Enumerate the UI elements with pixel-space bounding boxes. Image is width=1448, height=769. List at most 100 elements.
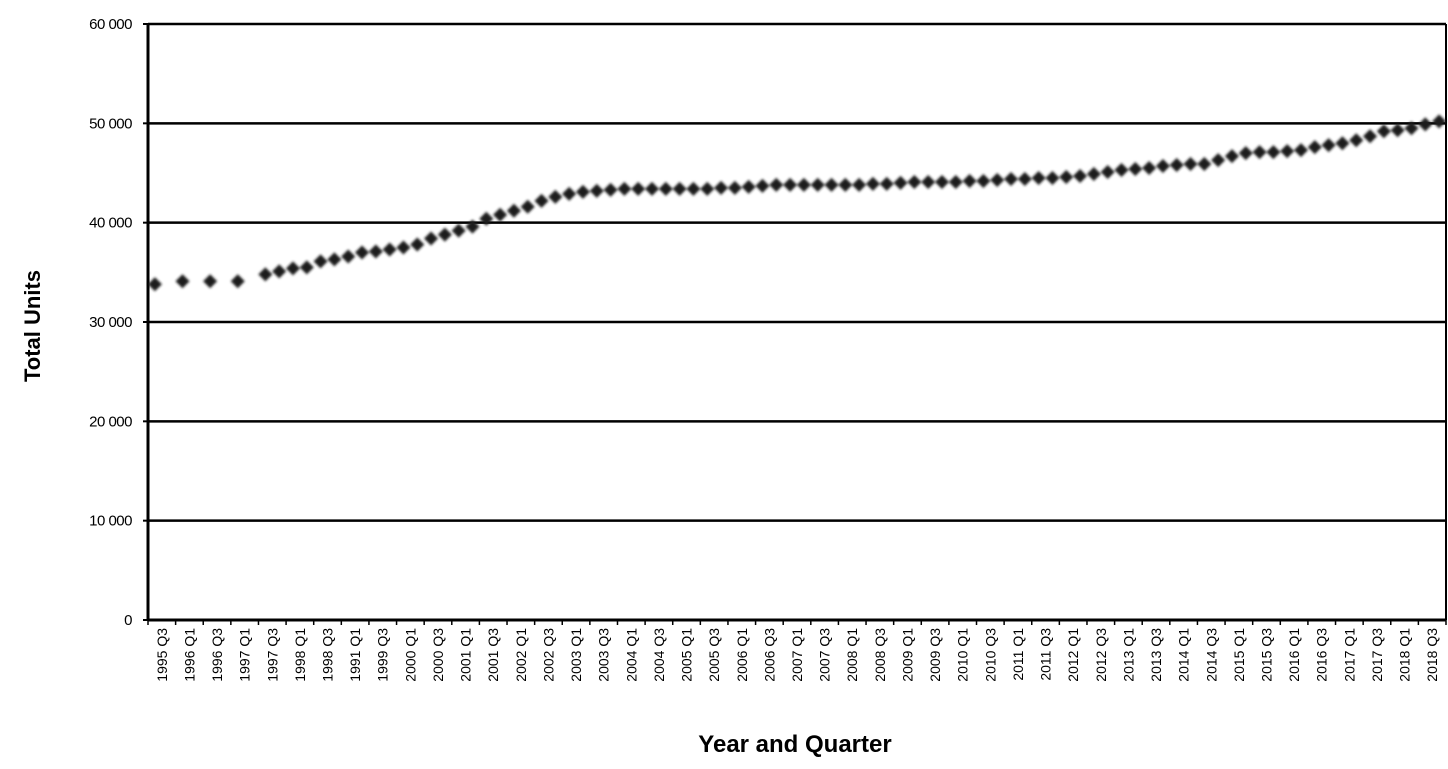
- x-tick-label: 2002 Q3: [540, 628, 556, 682]
- data-point: [1349, 133, 1364, 148]
- data-point: [1294, 143, 1309, 158]
- x-tick-label: 2006 Q1: [734, 628, 750, 682]
- data-point: [879, 176, 894, 191]
- y-tick-label: 30 000: [89, 314, 132, 331]
- x-tick-label: 2000 Q3: [430, 628, 446, 682]
- y-tick-label: 20 000: [89, 413, 132, 430]
- data-point: [534, 193, 549, 208]
- data-point: [921, 174, 936, 189]
- data-point: [382, 242, 397, 257]
- x-tick-label: 2015 Q1: [1231, 628, 1247, 682]
- x-tick-label: 1997 Q1: [237, 628, 253, 682]
- x-tick-label: 2002 Q1: [513, 628, 529, 682]
- data-point: [272, 264, 287, 279]
- x-tick-label: 2018 Q3: [1424, 628, 1440, 682]
- data-point: [1197, 157, 1212, 172]
- data-point: [603, 182, 618, 197]
- y-tick-label: 10 000: [89, 513, 132, 530]
- data-point: [465, 219, 480, 234]
- x-tick-label: 2011 Q1: [1010, 628, 1026, 681]
- data-point: [1183, 157, 1198, 172]
- x-tick-label: 2012 Q3: [1093, 628, 1109, 682]
- data-point: [1142, 161, 1157, 176]
- data-point: [976, 173, 991, 188]
- x-tick-label: 2012 Q1: [1065, 628, 1081, 682]
- x-tick-label: 2005 Q3: [706, 628, 722, 682]
- data-point: [493, 207, 508, 222]
- data-point: [948, 174, 963, 189]
- x-tick-label: 2001 Q1: [458, 628, 474, 682]
- data-point: [396, 240, 411, 255]
- data-point: [1335, 136, 1350, 151]
- x-tick-label: 2015 Q3: [1258, 628, 1274, 682]
- data-point: [520, 199, 535, 214]
- data-point: [1086, 166, 1101, 181]
- y-tick-label: 40 000: [89, 215, 132, 232]
- data-point: [1169, 158, 1184, 173]
- data-point: [990, 172, 1005, 187]
- data-point: [506, 203, 521, 218]
- x-tick-label: 2016 Q1: [1286, 628, 1302, 682]
- data-point: [203, 274, 218, 289]
- x-tick-label: 2008 Q3: [872, 628, 888, 682]
- data-point: [700, 181, 715, 196]
- data-point: [589, 183, 604, 198]
- data-point: [341, 249, 356, 264]
- x-tick-label: 2006 Q3: [761, 628, 777, 682]
- x-tick-label: 1996 Q1: [181, 628, 197, 682]
- data-point: [368, 244, 383, 259]
- data-point: [617, 181, 632, 196]
- data-point: [575, 184, 590, 199]
- x-tick-label: 1997 Q3: [264, 628, 280, 682]
- data-point: [741, 179, 756, 194]
- x-tick-label: 2004 Q1: [623, 628, 639, 682]
- data-point: [437, 227, 452, 242]
- x-tick-label: 1998 Q3: [320, 628, 336, 682]
- x-tick-label: 2007 Q1: [789, 628, 805, 682]
- x-tick-label: 1998 Q1: [292, 628, 308, 682]
- data-point: [327, 252, 342, 267]
- data-point: [658, 181, 673, 196]
- x-tick-label: 2004 Q3: [651, 628, 667, 682]
- data-point: [810, 177, 825, 192]
- x-tick-label: 2009 Q3: [927, 628, 943, 682]
- y-tick-label: 0: [124, 612, 132, 629]
- data-point: [1114, 163, 1129, 178]
- data-point: [1363, 129, 1378, 144]
- data-point: [175, 274, 190, 289]
- data-point: [1128, 162, 1143, 177]
- y-tick-label: 50 000: [89, 115, 132, 132]
- data-point: [686, 181, 701, 196]
- data-point: [1155, 159, 1170, 174]
- x-tick-label: 2009 Q1: [899, 628, 915, 682]
- data-point: [1017, 171, 1032, 186]
- x-axis-label: Year and Quarter: [698, 731, 891, 758]
- y-tick-label: 60 000: [89, 16, 132, 33]
- x-tick-label: 2007 Q3: [817, 628, 833, 682]
- data-point: [1418, 117, 1433, 132]
- x-tick-label: 2005 Q1: [679, 628, 695, 682]
- data-point: [147, 277, 162, 292]
- y-axis-ticks: 0 10 000 20 000 30 000 40 000 50 000 60 000: [89, 16, 148, 629]
- data-point: [714, 180, 729, 195]
- data-point: [1238, 146, 1253, 161]
- data-point: [1100, 165, 1115, 180]
- data-point: [1004, 171, 1019, 186]
- gridlines: [148, 22, 1446, 522]
- data-series: [147, 114, 1447, 292]
- x-tick-label: 2018 Q1: [1397, 628, 1413, 682]
- data-point: [1280, 144, 1295, 159]
- data-point: [672, 181, 687, 196]
- x-tick-label: 2014 Q1: [1176, 628, 1192, 682]
- data-point: [1211, 153, 1226, 168]
- data-point: [962, 173, 977, 188]
- x-tick-label: 2017 Q3: [1369, 628, 1385, 682]
- data-point: [769, 177, 784, 192]
- data-point: [838, 177, 853, 192]
- data-point: [230, 274, 245, 289]
- data-point: [313, 254, 328, 269]
- data-point: [893, 175, 908, 190]
- data-point: [1432, 114, 1447, 129]
- data-point: [1266, 145, 1281, 160]
- x-tick-label: 2014 Q3: [1203, 628, 1219, 682]
